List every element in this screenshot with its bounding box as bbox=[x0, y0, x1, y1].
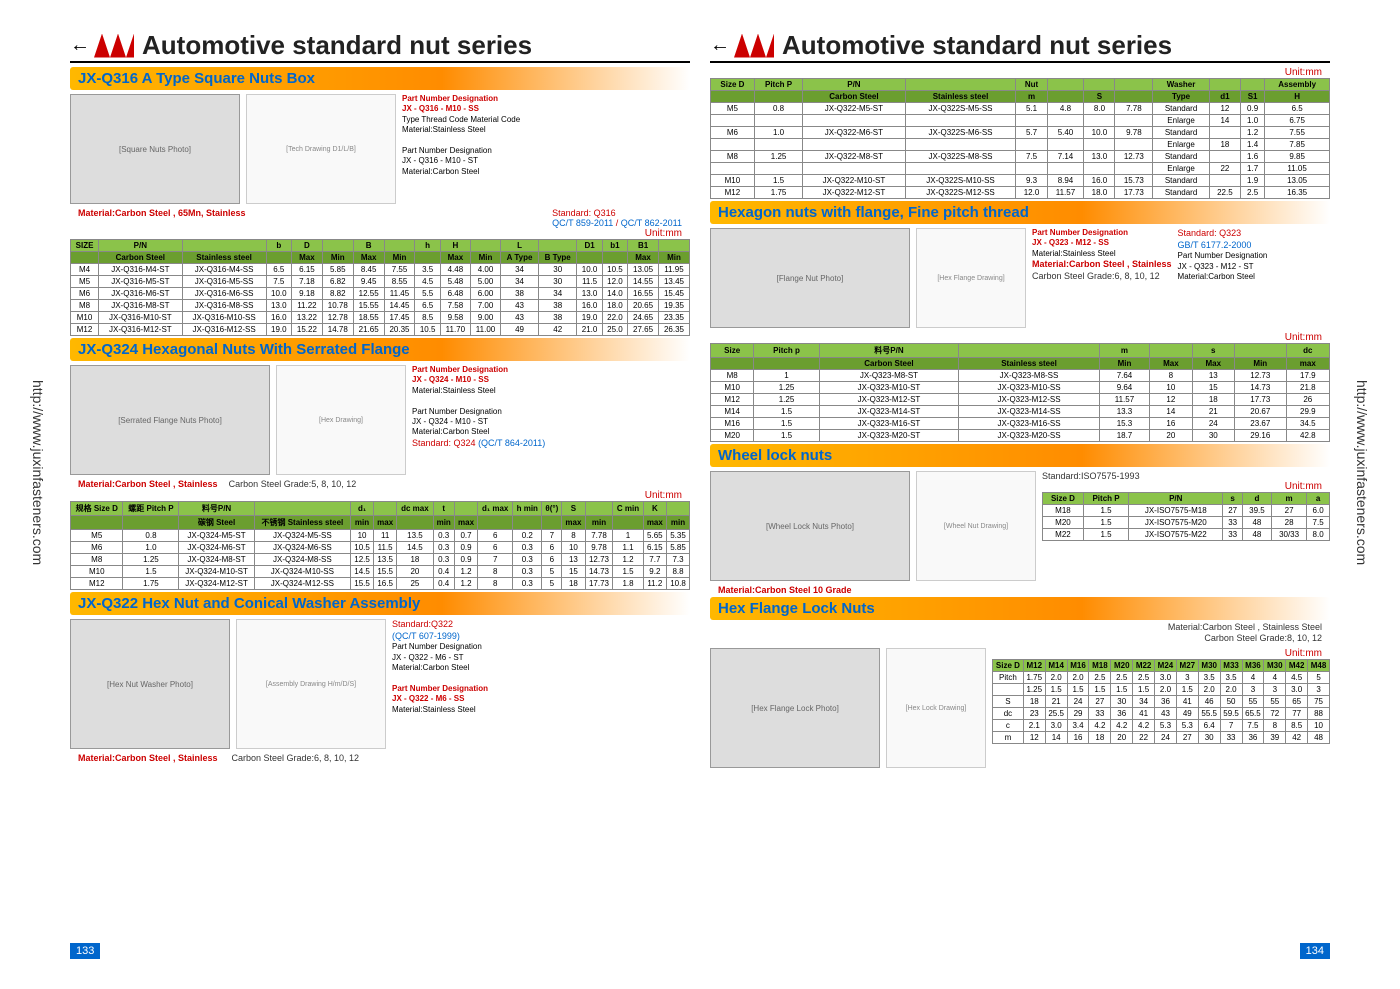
wheel-table: Size DPitch PP/NsdmaM181.5JX-ISO7575-M18… bbox=[1042, 492, 1330, 541]
wheel-standard: Standard:ISO7575-1993 bbox=[1042, 471, 1330, 481]
q322-designation: Standard:Q322(QC/T 607-1999) Part Number… bbox=[392, 619, 488, 715]
q316-title: JX-Q316 A Type Square Nuts Box bbox=[70, 67, 690, 90]
q324-diagram: [Hex Drawing] bbox=[276, 365, 406, 475]
q316-photo: [Square Nuts Photo] bbox=[70, 94, 240, 204]
page-title-right: Automotive standard nut series bbox=[782, 30, 1172, 61]
hexflange-photo: [Hex Flange Lock Photo] bbox=[710, 648, 880, 768]
url-left: http://www.juxinfasteners.com bbox=[30, 380, 46, 565]
q316-material: Material:Carbon Steel , 65Mn, Stainless bbox=[78, 208, 246, 228]
q322-unit: Unit:mm bbox=[710, 67, 1330, 78]
q316-standard: Standard: Q316QC/T 859-2011 / QC/T 862-2… bbox=[552, 208, 682, 228]
q322-material: Material:Carbon Steel , Stainless bbox=[78, 753, 218, 763]
q323-diagram: [Hex Flange Drawing] bbox=[916, 228, 1026, 328]
arrow-icon: ← bbox=[70, 34, 90, 57]
q324-designation: Part Number Designation JX - Q324 - M10 … bbox=[412, 365, 545, 449]
q323-title: Hexagon nuts with flange, Fine pitch thr… bbox=[710, 201, 1330, 224]
q316-designation: Part Number Designation JX - Q316 - M10 … bbox=[402, 94, 520, 177]
q324-material: Material:Carbon Steel , Stainless bbox=[78, 479, 218, 489]
hexflange-table: Size DM12M14M16M18M20M22M24M27M30M33M36M… bbox=[992, 659, 1330, 744]
q316-table: SIZEP/NbDBhHLD1b1B1Carbon SteelStainless… bbox=[70, 239, 690, 336]
arrow-icon: ← bbox=[710, 34, 730, 57]
logo-icon bbox=[94, 34, 134, 58]
q324-unit: Unit:mm bbox=[70, 490, 690, 501]
q323-designation: Part Number Designation JX - Q323 - M12 … bbox=[1032, 228, 1172, 283]
url-right: http://www.juxinfasteners.com bbox=[1354, 380, 1370, 565]
logo-icon bbox=[734, 34, 774, 58]
page-num-right: 134 bbox=[1300, 943, 1330, 959]
q316-diagram: [Tech Drawing D1/L/B] bbox=[246, 94, 396, 204]
page-title-left: Automotive standard nut series bbox=[142, 30, 532, 61]
q323-unit: Unit:mm bbox=[710, 332, 1330, 343]
page-num-left: 133 bbox=[70, 943, 100, 959]
q322-title: JX-Q322 Hex Nut and Conical Washer Assem… bbox=[70, 592, 690, 615]
q323-table: SizePitch p料号P/NmsdcCarbon SteelStainles… bbox=[710, 343, 1330, 442]
q324-photo: [Serrated Flange Nuts Photo] bbox=[70, 365, 270, 475]
q316-unit: Unit:mm bbox=[70, 228, 690, 239]
q324-table: 规格 Size D螺距 Pitch P料号P/Nd₁dc maxtd₁ maxh… bbox=[70, 501, 690, 590]
page-right: ← Automotive standard nut series Unit:mm… bbox=[710, 30, 1330, 959]
wheel-material: Material:Carbon Steel 10 Grade bbox=[710, 585, 1330, 595]
hexflange-diagram: [Hex Lock Drawing] bbox=[886, 648, 986, 768]
wheel-photo: [Wheel Lock Nuts Photo] bbox=[710, 471, 910, 581]
q324-title: JX-Q324 Hexagonal Nuts With Serrated Fla… bbox=[70, 338, 690, 361]
q322-photo: [Hex Nut Washer Photo] bbox=[70, 619, 230, 749]
header-right: ← Automotive standard nut series bbox=[710, 30, 1330, 63]
q322-top-table: Size DPitch PP/NNutWasherAssemblyCarbon … bbox=[710, 78, 1330, 199]
wheel-title: Wheel lock nuts bbox=[710, 444, 1330, 467]
hexflange-title: Hex Flange Lock Nuts bbox=[710, 597, 1330, 620]
q323-photo: [Flange Nut Photo] bbox=[710, 228, 910, 328]
wheel-diagram: [Wheel Nut Drawing] bbox=[916, 471, 1036, 581]
header-left: ← Automotive standard nut series bbox=[70, 30, 690, 63]
page-left: ← Automotive standard nut series JX-Q316… bbox=[70, 30, 690, 959]
q322-diagram: [Assembly Drawing H/m/D/S] bbox=[236, 619, 386, 749]
